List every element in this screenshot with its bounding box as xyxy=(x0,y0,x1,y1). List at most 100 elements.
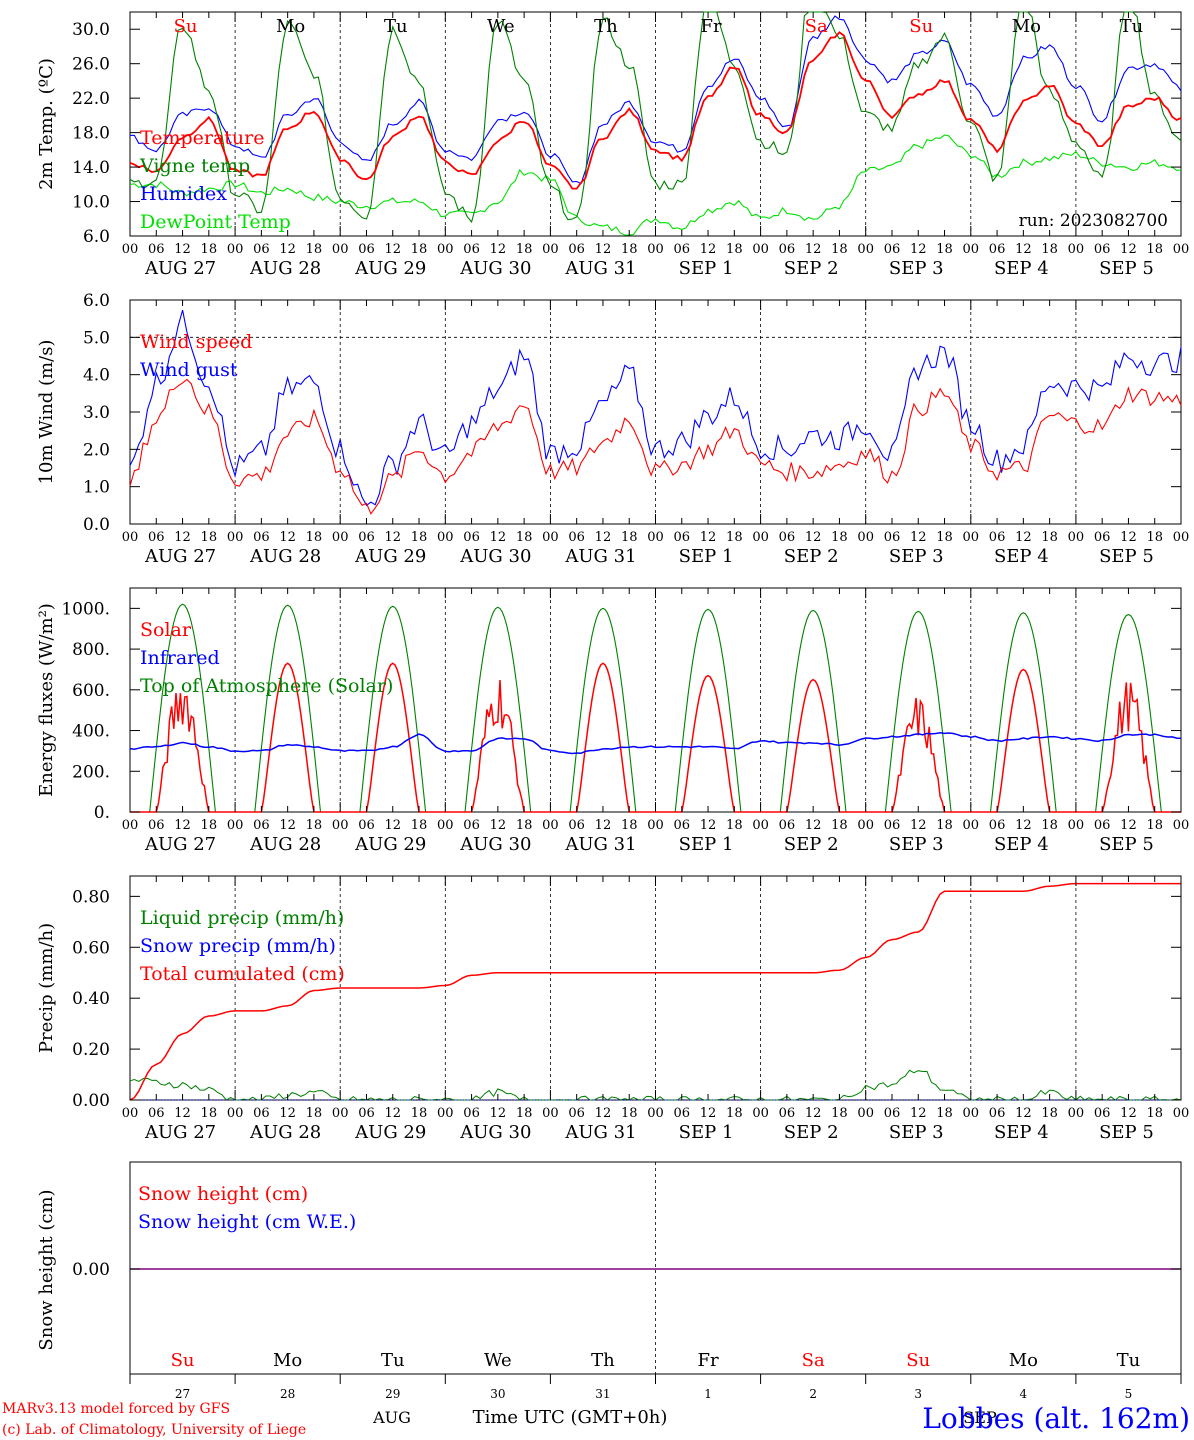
hour-tick-label: 18 xyxy=(516,242,533,257)
hour-tick-label: 12 xyxy=(1015,242,1032,257)
hour-tick-label: 00 xyxy=(647,818,664,833)
panel-energy-grid xyxy=(234,588,1077,812)
hour-tick-label: 00 xyxy=(1068,818,1085,833)
hour-tick-label: 18 xyxy=(516,818,533,833)
hour-tick-label: 12 xyxy=(910,530,927,545)
panel-energy-frame xyxy=(129,587,1182,813)
hour-tick-label: 06 xyxy=(989,818,1006,833)
y-tick-label: 1000. xyxy=(61,599,110,619)
y-tick-label: 0. xyxy=(94,803,110,823)
hour-tick-label: 06 xyxy=(463,242,480,257)
hour-tick-label: 12 xyxy=(700,1106,717,1121)
hour-tick-label: 12 xyxy=(174,530,191,545)
hour-tick-label: 00 xyxy=(963,1106,980,1121)
day-label: AUG 31 xyxy=(564,1122,636,1143)
hour-tick-label: 06 xyxy=(674,530,691,545)
hour-tick-label: 00 xyxy=(752,1106,769,1121)
hour-tick-label: 06 xyxy=(1094,1106,1111,1121)
hour-tick-label: 00 xyxy=(1173,530,1190,545)
legend-entry: Total cumulated (cm) xyxy=(140,963,345,985)
weekday-label: We xyxy=(484,1350,512,1371)
hour-tick-label: 06 xyxy=(358,242,375,257)
hour-tick-label: 12 xyxy=(805,530,822,545)
legend-entry: Wind gust xyxy=(140,359,238,381)
series-line-humidex xyxy=(129,15,1182,185)
hour-tick-label: 06 xyxy=(674,818,691,833)
y-tick-label: 0.80 xyxy=(72,887,110,907)
hour-tick-label: 12 xyxy=(700,818,717,833)
hour-tick-label: 00 xyxy=(1173,242,1190,257)
hour-tick-label: 18 xyxy=(621,242,638,257)
day-label: SEP 2 xyxy=(784,1122,839,1143)
hour-tick-label: 00 xyxy=(752,242,769,257)
hour-tick-label: 06 xyxy=(884,818,901,833)
day-label: AUG 28 xyxy=(249,834,321,855)
y-axis-label: 10m Wind (m/s) xyxy=(36,340,57,485)
y-tick-label: 22.0 xyxy=(72,89,110,109)
day-label: SEP 4 xyxy=(994,834,1049,855)
y-tick-label: 0.20 xyxy=(72,1040,110,1060)
hour-tick-label: 12 xyxy=(1015,530,1032,545)
y-axis-label: 2m Temp. (ºC) xyxy=(36,58,57,190)
y-tick-label: 800. xyxy=(72,640,110,660)
hour-tick-label: 18 xyxy=(411,242,428,257)
hour-tick-label: 18 xyxy=(1041,1106,1058,1121)
hour-tick-label: 12 xyxy=(1015,1106,1032,1121)
series-line-wind-speed xyxy=(129,378,1182,515)
day-label: SEP 5 xyxy=(1099,834,1154,855)
hour-tick-label: 18 xyxy=(1041,530,1058,545)
weekday-label: Tu xyxy=(384,16,408,37)
hour-tick-label: 12 xyxy=(1015,818,1032,833)
y-tick-label: 0.40 xyxy=(72,989,110,1009)
day-number-label: 30 xyxy=(490,1387,505,1401)
weekday-label: Tu xyxy=(1117,1350,1141,1371)
hour-tick-label: 12 xyxy=(279,530,296,545)
y-tick-label: 2.0 xyxy=(83,440,110,460)
panel-temperature-frame xyxy=(129,11,1182,237)
hour-tick-label: 18 xyxy=(1146,242,1163,257)
day-label: AUG 27 xyxy=(144,834,216,855)
series-line-wind-gust xyxy=(129,309,1182,507)
hour-tick-label: 18 xyxy=(411,818,428,833)
hour-tick-label: 00 xyxy=(647,1106,664,1121)
y-tick-label: 400. xyxy=(72,722,110,742)
credit-line-2: (c) Lab. of Climatology, University of L… xyxy=(2,1422,306,1438)
hour-tick-label: 00 xyxy=(1068,242,1085,257)
weekday-label: Su xyxy=(174,16,198,37)
hour-tick-label: 18 xyxy=(306,242,323,257)
hour-tick-label: 06 xyxy=(779,1106,796,1121)
day-label: SEP 4 xyxy=(994,546,1049,567)
hour-tick-label: 00 xyxy=(122,818,139,833)
hour-tick-label: 12 xyxy=(595,818,612,833)
hour-tick-label: 06 xyxy=(358,1106,375,1121)
hour-tick-label: 18 xyxy=(306,1106,323,1121)
hour-tick-label: 00 xyxy=(857,242,874,257)
hour-tick-label: 18 xyxy=(936,242,953,257)
y-tick-label: 0.00 xyxy=(72,1091,110,1111)
legend-entry: Snow precip (mm/h) xyxy=(140,935,336,957)
station-title: Lobbes (alt. 162m) xyxy=(922,1402,1190,1435)
weekday-label: Fr xyxy=(701,16,722,37)
hour-tick-label: 00 xyxy=(542,530,559,545)
weekday-label: Su xyxy=(906,1350,930,1371)
hour-tick-label: 12 xyxy=(595,530,612,545)
day-label: SEP 1 xyxy=(679,1122,734,1143)
hour-tick-label: 18 xyxy=(306,818,323,833)
y-tick-label: 10.0 xyxy=(72,193,110,213)
weekday-label: Fr xyxy=(698,1350,719,1371)
day-label: AUG 27 xyxy=(144,258,216,279)
hour-tick-label: 00 xyxy=(647,242,664,257)
hour-tick-label: 12 xyxy=(1120,242,1137,257)
hour-tick-label: 06 xyxy=(568,818,585,833)
hour-tick-label: 12 xyxy=(1120,530,1137,545)
day-label: AUG 30 xyxy=(459,258,531,279)
y-tick-label: 30.0 xyxy=(72,20,110,40)
hour-tick-label: 12 xyxy=(1120,1106,1137,1121)
day-label: SEP 5 xyxy=(1099,258,1154,279)
hour-tick-label: 18 xyxy=(516,1106,533,1121)
